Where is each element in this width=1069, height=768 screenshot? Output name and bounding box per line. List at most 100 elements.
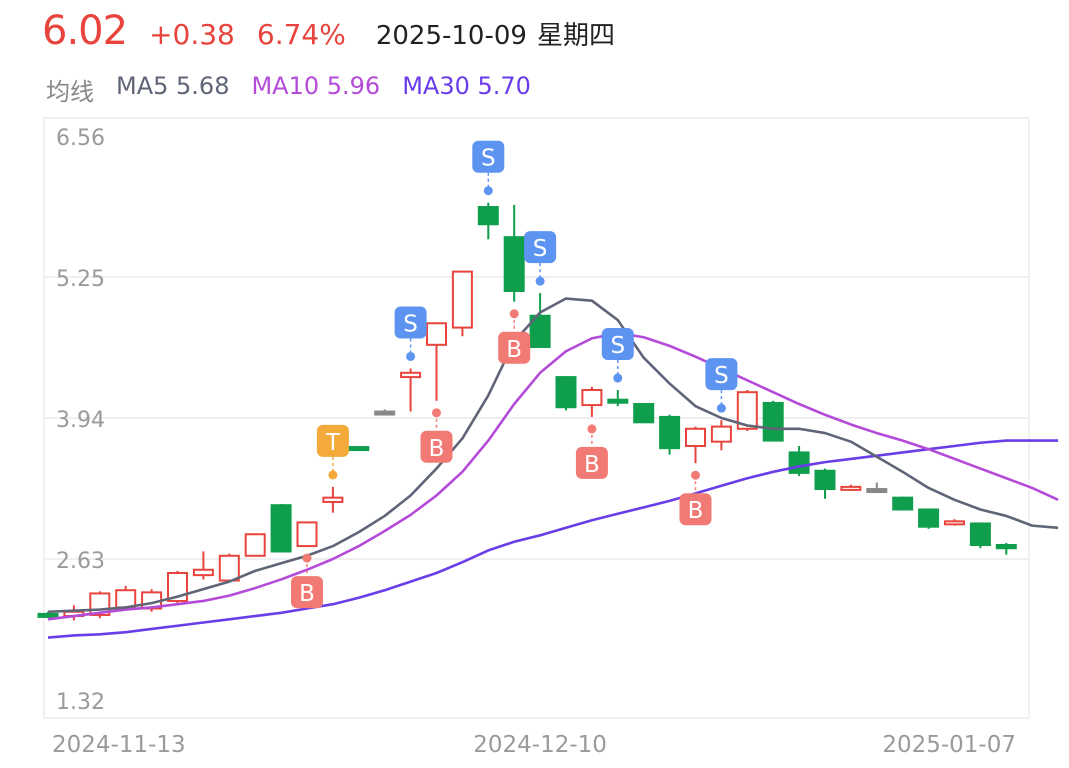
marker-dot xyxy=(509,309,519,319)
ma10-legend: MA10 5.96 xyxy=(251,72,381,100)
candle xyxy=(892,496,914,511)
marker-badge xyxy=(705,358,738,391)
x-tick-label: 2024-12-10 xyxy=(473,732,607,758)
ma30-legend: MA30 5.70 xyxy=(402,72,531,100)
candle xyxy=(296,521,318,548)
price-change: +0.38 xyxy=(149,18,235,51)
candle xyxy=(788,445,810,477)
marker-badge xyxy=(316,424,349,457)
marker-label: B xyxy=(429,436,445,462)
ma10-line xyxy=(47,331,1059,621)
candle-body xyxy=(348,446,370,452)
candle-body xyxy=(555,376,577,409)
candle xyxy=(477,202,499,240)
marker-dot xyxy=(716,403,726,413)
candle xyxy=(555,376,577,411)
signal-marker-b[interactable]: B xyxy=(291,553,323,609)
marker-badge xyxy=(575,446,608,479)
signal-marker-b[interactable]: B xyxy=(575,424,608,479)
candle-body xyxy=(840,485,862,491)
candle xyxy=(348,446,370,452)
candle xyxy=(426,322,447,401)
candle-body xyxy=(400,371,422,379)
marker-badge xyxy=(601,328,634,361)
candle xyxy=(244,533,266,557)
candle xyxy=(762,400,784,442)
signal-marker-s[interactable]: S xyxy=(394,306,427,361)
marker-badge xyxy=(420,430,453,463)
candle xyxy=(736,390,758,431)
candle xyxy=(840,484,862,491)
candle-body xyxy=(451,270,473,329)
marker-dot xyxy=(613,373,623,383)
marker-label: S xyxy=(533,236,548,262)
marker-badge xyxy=(498,331,531,364)
price-change-percent: 6.74% xyxy=(256,18,346,51)
marker-badge xyxy=(291,576,323,609)
ma-legend-label[interactable]: 均线 xyxy=(46,78,94,106)
y-tick-label: 5.25 xyxy=(56,267,105,292)
marker-dot xyxy=(483,186,493,196)
candle-body xyxy=(814,469,836,491)
signal-marker-s[interactable]: S xyxy=(524,231,557,286)
candle-body xyxy=(995,544,1017,550)
y-tick-label: 6.56 xyxy=(56,126,105,151)
candle-body xyxy=(426,322,447,346)
marker-label: S xyxy=(481,146,496,172)
candle-body xyxy=(710,425,732,443)
candle xyxy=(218,553,240,582)
candle-body xyxy=(374,410,396,416)
marker-label: B xyxy=(506,337,522,363)
candle xyxy=(529,293,551,348)
quote-weekday: 星期四 xyxy=(536,21,615,51)
marker-label: T xyxy=(325,430,341,456)
signal-marker-b[interactable]: B xyxy=(679,470,712,526)
candle-body xyxy=(918,508,940,528)
candle xyxy=(115,585,137,609)
candle-body xyxy=(633,403,655,424)
y-tick-label: 3.94 xyxy=(56,408,105,433)
candle-body xyxy=(736,391,758,430)
candle xyxy=(814,468,836,499)
candle-body xyxy=(244,533,266,557)
x-tick-label: 2024-11-13 xyxy=(52,732,186,758)
candle xyxy=(607,390,629,407)
signal-marker-s[interactable]: S xyxy=(705,358,738,413)
signal-marker-b[interactable]: B xyxy=(498,309,531,364)
candle-body xyxy=(218,554,240,582)
candle-body xyxy=(685,427,706,447)
candle xyxy=(322,486,344,513)
ma-legend: 均线 MA5 5.68 MA10 5.96 MA30 5.70 xyxy=(46,72,553,107)
last-price: 6.02 xyxy=(42,8,128,54)
candle-body xyxy=(944,520,965,526)
marker-dot xyxy=(406,351,416,361)
candle-body xyxy=(607,398,629,404)
marker-dot xyxy=(432,408,441,418)
signal-marker-s[interactable]: S xyxy=(601,328,634,383)
x-tick-label: 2025-01-07 xyxy=(882,732,1016,758)
candle xyxy=(581,386,603,417)
marker-label: S xyxy=(403,311,418,337)
marker-badge xyxy=(394,306,427,339)
marker-label: B xyxy=(584,452,600,478)
candle xyxy=(192,551,214,580)
candle xyxy=(995,542,1017,555)
ma5-line xyxy=(47,297,1059,614)
signal-marker-s[interactable]: S xyxy=(472,140,505,196)
signal-marker-b[interactable]: B xyxy=(420,408,453,463)
candle-body xyxy=(296,521,318,548)
marker-dot xyxy=(587,424,597,434)
marker-badge xyxy=(679,493,712,526)
candle xyxy=(270,504,292,553)
marker-dot xyxy=(328,470,338,480)
candle xyxy=(866,482,888,494)
marker-badge xyxy=(524,231,557,264)
signal-marker-t[interactable]: T xyxy=(316,424,349,480)
candle xyxy=(400,368,422,412)
y-tick-label: 2.63 xyxy=(56,549,105,574)
candle xyxy=(944,519,965,526)
candle xyxy=(918,508,940,529)
candle-body xyxy=(529,314,551,348)
marker-label: B xyxy=(299,581,315,607)
